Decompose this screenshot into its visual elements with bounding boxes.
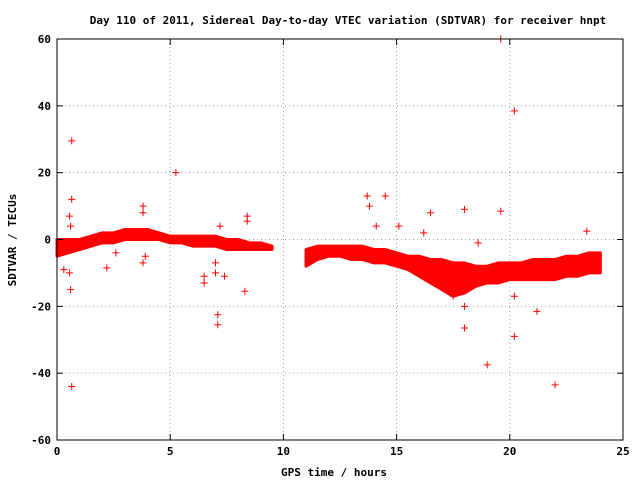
data-point <box>139 209 147 217</box>
data-point <box>510 292 518 300</box>
data-point <box>483 361 491 369</box>
data-point <box>365 202 373 210</box>
data-point <box>68 137 76 145</box>
data-point <box>510 332 518 340</box>
x-axis-ticks: 0 5 10 15 20 25 <box>54 39 630 458</box>
y-axis-label: SDTVAR / TECUs <box>6 194 19 287</box>
data-point <box>67 222 75 230</box>
data-point <box>65 269 73 277</box>
data-point <box>67 286 75 294</box>
data-point <box>363 192 371 200</box>
data-point <box>211 259 219 267</box>
y-tick-label: -40 <box>31 367 51 380</box>
data-point <box>139 202 147 210</box>
data-point <box>427 209 435 217</box>
y-tick-label: -60 <box>31 434 51 447</box>
data-point <box>497 207 505 215</box>
data-point <box>200 279 208 287</box>
data-point <box>533 307 541 315</box>
data-point <box>243 217 251 225</box>
y-axis-ticks: -60 -40 -20 0 20 40 60 <box>31 33 623 447</box>
data-band <box>304 244 602 298</box>
data-point <box>381 192 389 200</box>
data-point <box>211 269 219 277</box>
x-tick-label: 0 <box>54 445 61 458</box>
data-point <box>395 222 403 230</box>
data-point <box>214 311 222 319</box>
data-point <box>420 229 428 237</box>
data-point <box>200 272 208 280</box>
data-point <box>551 381 559 389</box>
data-point <box>214 321 222 329</box>
data-bands <box>55 227 602 298</box>
data-point <box>461 302 469 310</box>
data-point <box>583 227 591 235</box>
x-tick-label: 25 <box>616 445 629 458</box>
y-tick-label: 40 <box>38 100 51 113</box>
data-point <box>103 264 111 272</box>
data-point <box>68 383 76 391</box>
data-point <box>172 169 180 177</box>
data-point <box>139 259 147 267</box>
y-tick-label: -20 <box>31 300 51 313</box>
data-point <box>449 292 457 300</box>
data-point <box>65 212 73 220</box>
chart-title: Day 110 of 2011, Sidereal Day-to-day VTE… <box>90 14 607 27</box>
x-tick-label: 15 <box>390 445 403 458</box>
data-point <box>461 324 469 332</box>
y-tick-label: 60 <box>38 33 51 46</box>
data-point <box>510 107 518 115</box>
data-band <box>55 227 274 258</box>
y-tick-label: 20 <box>38 167 51 180</box>
data-point <box>372 222 380 230</box>
data-point <box>112 249 120 257</box>
data-point <box>60 266 68 274</box>
y-tick-label: 0 <box>44 234 51 247</box>
x-tick-label: 20 <box>503 445 516 458</box>
x-tick-label: 10 <box>277 445 290 458</box>
x-tick-label: 5 <box>167 445 174 458</box>
data-point <box>141 252 149 260</box>
data-point <box>461 205 469 213</box>
data-point <box>418 269 426 277</box>
data-point <box>241 287 249 295</box>
x-axis-label: GPS time / hours <box>281 466 387 479</box>
data-point <box>474 239 482 247</box>
data-point <box>216 222 224 230</box>
data-point <box>68 195 76 203</box>
data-points <box>60 35 591 391</box>
data-point <box>221 272 229 280</box>
